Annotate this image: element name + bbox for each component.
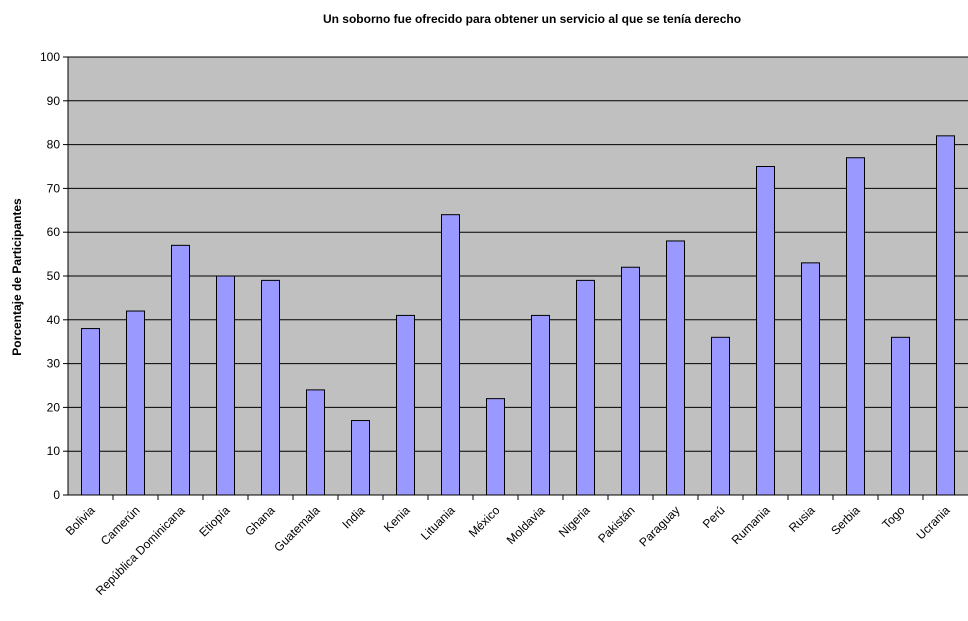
x-tick-label-13: Pakistán [595,503,637,545]
y-tick-label-70: 70 [47,181,61,195]
y-tick-label-80: 80 [47,138,61,152]
bar-13 [621,266,640,496]
x-tick-label-5: Ghana [242,503,278,539]
x-tick-label-20: Ucrania [913,503,952,542]
x-tick-label-16: Rumania [729,503,773,547]
bar-12 [576,279,595,496]
y-tick-label-30: 30 [47,357,61,371]
bar-1 [81,328,100,496]
bar-10 [486,398,505,496]
bar-3 [171,244,190,496]
y-tick-label-90: 90 [47,94,61,108]
bar-9 [441,214,460,496]
x-tick-label-3: República Dominicana [93,503,188,598]
x-tick-label-18: Serbia [828,503,863,538]
bar-14 [666,240,685,496]
y-axis-label: Porcentaje de Participantes [10,198,24,356]
bar-8 [396,314,415,496]
x-tick-label-19: Togo [879,503,908,532]
y-tick-label-60: 60 [47,225,61,239]
x-tick-label-12: Nigeria [556,503,593,540]
x-tick-label-1: Bolivia [63,503,98,538]
y-tick-label-10: 10 [47,444,61,458]
bar-11 [531,314,550,496]
bar-17 [801,262,820,496]
y-tick-label-40: 40 [47,313,61,327]
x-tick-label-10: México [466,503,503,540]
bars [81,135,955,496]
x-tick-label-2: Camerún [98,503,143,548]
x-tick-label-14: Paraguay [636,503,682,549]
x-tick-label-15: Perú [700,503,728,531]
bar-19 [891,336,910,496]
x-tick-label-7: India [339,503,368,532]
x-tick-label-17: Rusia [786,503,818,535]
bar-16 [756,166,775,496]
x-tick-label-8: Kenia [381,503,413,535]
y-tick-label-0: 0 [53,488,60,502]
bar-5 [261,279,280,496]
y-tick-label-100: 100 [40,50,60,64]
x-tick-label-6: Guatemala [271,503,323,555]
y-tick-label-20: 20 [47,400,61,414]
bar-18 [846,157,865,496]
bar-6 [306,389,325,496]
chart-title: Un soborno fue ofrecido para obtener un … [323,12,741,26]
x-tick-label-11: Moldavia [504,503,548,547]
axes [63,56,968,500]
x-tick-label-9: Lituania [418,503,458,543]
y-tick-labels: 0 10 20 30 40 50 60 70 80 90 100 [40,50,60,502]
x-tick-label-4: Etiopía [196,503,233,540]
bar-4 [216,275,235,496]
y-tick-label-50: 50 [47,269,61,283]
bar-20 [936,135,955,496]
bar-7 [351,420,370,496]
bar-2 [126,310,145,496]
bar-15 [711,336,730,496]
